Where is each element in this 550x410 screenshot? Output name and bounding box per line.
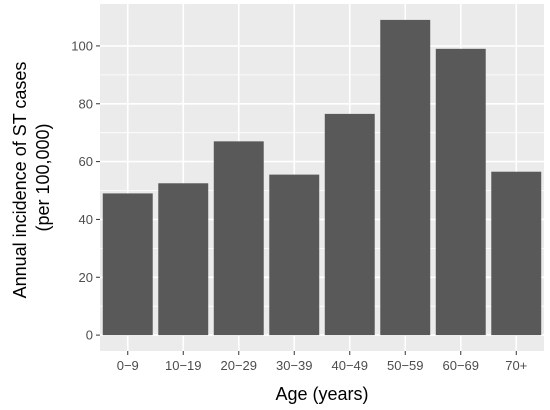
bar-7 [435, 48, 486, 336]
x-axis: 0−9 10−19 20−29 30−39 40−49 50−59 60−69 70+ [117, 351, 527, 373]
y-axis-title-line-2: (per 100,000) [33, 123, 53, 231]
y-axis: 0 20 40 60 80 100 [71, 38, 100, 343]
x-tick-label: 30−39 [276, 358, 313, 373]
bar-6 [380, 19, 431, 336]
bar-3 [213, 141, 264, 336]
y-axis-title: Annual incidence of ST cases (per 100,00… [10, 57, 53, 299]
y-tick-label: 40 [79, 212, 93, 227]
y-axis-title-line-1: Annual incidence of ST cases [10, 62, 30, 299]
y-tick-label: 100 [71, 38, 93, 53]
bar-5 [324, 113, 375, 336]
x-tick-label: 20−29 [220, 358, 257, 373]
x-tick-label: 60−69 [442, 358, 479, 373]
x-axis-title: Age (years) [275, 384, 368, 404]
bar-1 [102, 193, 153, 336]
x-tick-label: 70+ [505, 358, 527, 373]
y-tick-label: 60 [79, 154, 93, 169]
bar-2 [158, 183, 209, 336]
x-tick-label: 40−49 [331, 358, 368, 373]
x-tick-label: 10−19 [165, 358, 202, 373]
bar-4 [269, 174, 320, 336]
x-tick-label: 50−59 [387, 358, 424, 373]
bar-8 [491, 171, 542, 336]
y-tick-label: 80 [79, 96, 93, 111]
x-tick-label: 0−9 [117, 358, 139, 373]
y-tick-label: 0 [86, 328, 93, 343]
y-tick-label: 20 [79, 270, 93, 285]
bars [102, 19, 542, 336]
